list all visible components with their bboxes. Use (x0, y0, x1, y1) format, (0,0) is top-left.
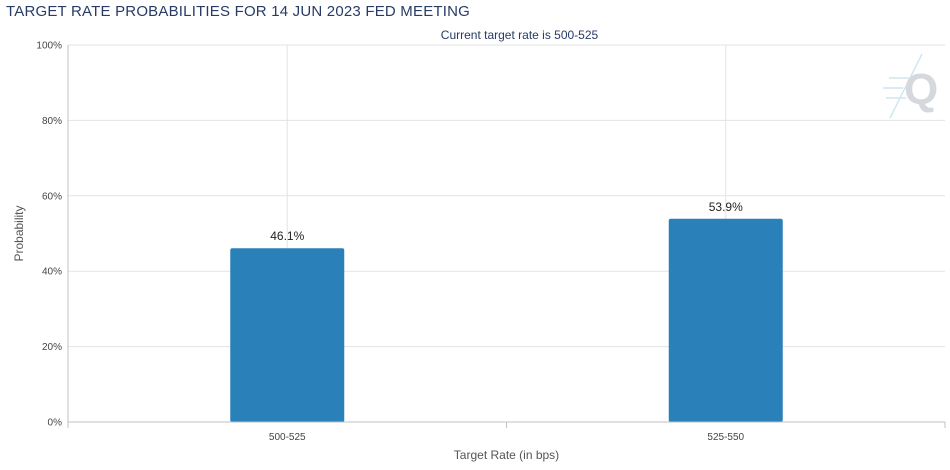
y-tick-label: 100% (36, 41, 62, 52)
bars (230, 218, 783, 422)
x-tick-label: 500-525 (269, 432, 306, 443)
bar-525-550[interactable] (668, 218, 783, 422)
q-logo-icon: Q (883, 53, 938, 119)
chart-title: TARGET RATE PROBABILITIES FOR 14 JUN 202… (6, 3, 471, 20)
gridlines (68, 44, 945, 422)
x-axis: 500-525 525-550 (67, 421, 946, 443)
x-tick-label: 525-550 (707, 432, 744, 443)
data-label: 46.1% (270, 229, 304, 243)
svg-text:Q: Q (904, 65, 938, 114)
y-tick-label: 60% (42, 191, 62, 202)
chart-subtitle: Current target rate is 500-525 (441, 28, 599, 42)
bar-500-525[interactable] (230, 248, 345, 422)
data-label: 53.9% (709, 200, 743, 214)
y-tick-label: 20% (42, 342, 62, 353)
data-labels: 46.1% 53.9% (270, 200, 743, 243)
y-tick-label: 0% (48, 418, 63, 429)
x-axis-title: Target Rate (in bps) (454, 448, 559, 462)
y-axis: 0% 20% 40% 60% 80% 100% (36, 41, 69, 429)
y-tick-label: 40% (42, 267, 62, 278)
y-tick-label: 80% (42, 116, 62, 127)
y-axis-title: Probability (12, 205, 26, 261)
